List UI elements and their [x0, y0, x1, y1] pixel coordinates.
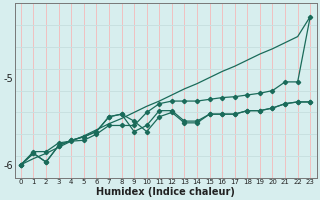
X-axis label: Humidex (Indice chaleur): Humidex (Indice chaleur) [96, 187, 235, 197]
